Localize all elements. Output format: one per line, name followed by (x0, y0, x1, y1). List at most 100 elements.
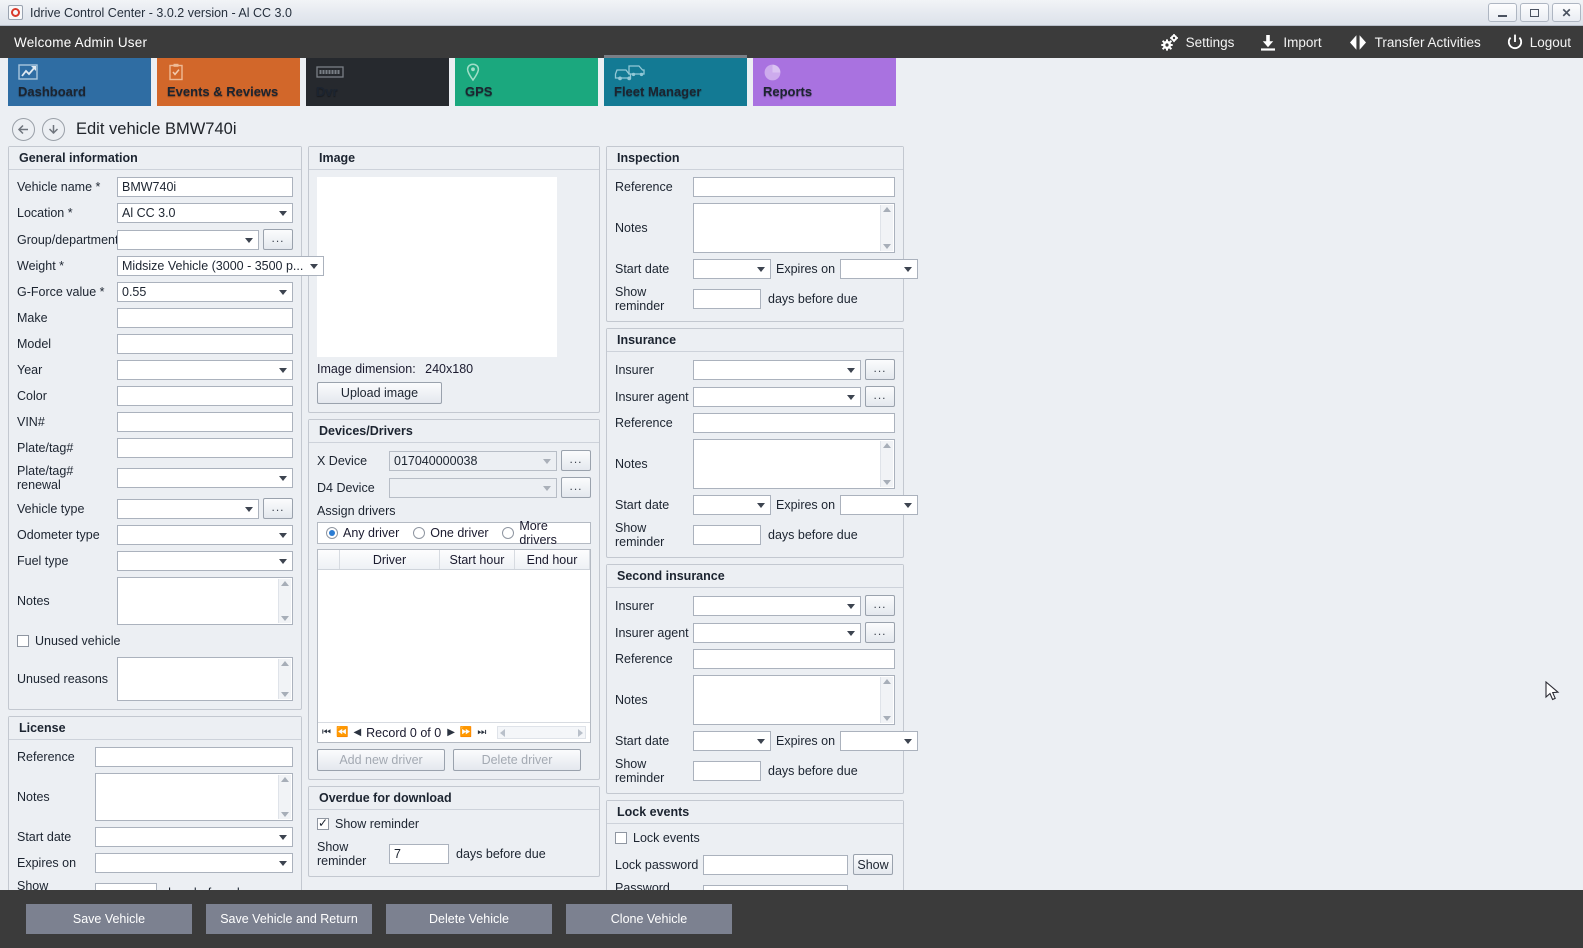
inspection-show-reminder-input[interactable] (693, 289, 761, 309)
lock-events-checkbox[interactable] (615, 832, 627, 844)
radio-more-drivers-control[interactable] (502, 527, 515, 539)
close-button[interactable]: ✕ (1552, 3, 1581, 22)
second-insurance-notes-scrollbar[interactable] (880, 677, 893, 723)
drivers-col-selector[interactable] (318, 550, 340, 569)
nav-first-icon[interactable]: ⏮ (322, 727, 331, 738)
header-settings-button[interactable]: Settings (1160, 33, 1234, 51)
show-password-button[interactable]: Show (853, 854, 893, 875)
nav-tab-fleet-manager[interactable]: Fleet Manager (604, 55, 747, 106)
drivers-col-end-hour[interactable]: End hour (515, 550, 590, 569)
add-new-driver-button[interactable]: Add new driver (317, 749, 445, 771)
d4-device-browse-button[interactable]: ... (561, 477, 591, 498)
inspection-start-date-select[interactable] (693, 259, 771, 279)
x-device-browse-button[interactable]: ... (561, 450, 591, 471)
overdue-show-reminder-input[interactable] (389, 844, 449, 864)
inspection-notes-textarea[interactable] (693, 203, 895, 253)
nav-tab-gps[interactable]: GPS (455, 58, 598, 106)
fuel-type-select[interactable] (117, 551, 293, 571)
arrow-left-circle-icon[interactable] (12, 117, 35, 141)
insurance-show-reminder-input[interactable] (693, 525, 761, 545)
make-input[interactable] (117, 308, 293, 328)
second-insurance-insurer-agent-browse-button[interactable]: ... (865, 622, 895, 643)
second-insurance-start-date-select[interactable] (693, 731, 771, 751)
nav-next-icon[interactable]: ▶ (447, 727, 455, 738)
second-insurance-show-reminder-input[interactable] (693, 761, 761, 781)
header-logout-button[interactable]: Logout (1507, 34, 1571, 51)
radio-one-driver-control[interactable] (413, 527, 426, 539)
radio-any-driver-control[interactable] (326, 527, 338, 539)
location-select[interactable]: Al CC 3.0 (117, 203, 293, 223)
drivers-grid-hscrollbar[interactable] (497, 726, 586, 739)
nav-last-icon[interactable]: ⏭ (477, 727, 486, 738)
upload-image-button[interactable]: Upload image (317, 382, 442, 404)
header-transfer-activities-button[interactable]: Transfer Activities (1348, 34, 1481, 51)
unused-vehicle-checkbox[interactable] (17, 635, 29, 647)
radio-any-driver[interactable]: Any driver (326, 526, 405, 540)
insurance-insurer-browse-button[interactable]: ... (865, 359, 895, 380)
inspection-expires-on-select[interactable] (840, 259, 919, 279)
odometer-type-select[interactable] (117, 525, 293, 545)
color-input[interactable] (117, 386, 293, 406)
notes-scrollbar[interactable] (278, 579, 291, 623)
license-expires-on-select[interactable] (95, 853, 293, 873)
second-insurance-insurer-select[interactable] (693, 595, 861, 616)
vin-input[interactable] (117, 412, 293, 432)
insurance-start-date-select[interactable] (693, 495, 771, 515)
d4-device-select[interactable] (389, 477, 557, 498)
inspection-reference-input[interactable] (693, 177, 895, 197)
model-input[interactable] (117, 334, 293, 354)
unused-reasons-scrollbar[interactable] (278, 659, 291, 699)
insurance-reference-input[interactable] (693, 413, 895, 433)
minimize-button[interactable] (1488, 3, 1517, 22)
nav-prev-icon[interactable]: ◀ (353, 727, 361, 738)
clone-vehicle-button[interactable]: Clone Vehicle (566, 904, 732, 934)
arrow-down-circle-icon[interactable] (42, 117, 65, 141)
insurance-expires-on-select[interactable] (840, 495, 919, 515)
lock-password-input[interactable] (703, 854, 848, 875)
nav-tab-reports[interactable]: Reports (753, 58, 896, 106)
nav-tab-dashboard[interactable]: Dashboard (8, 58, 151, 106)
delete-driver-button[interactable]: Delete driver (453, 749, 581, 771)
drivers-grid-body[interactable] (318, 570, 590, 722)
plate-tag-renewal-select[interactable] (117, 468, 293, 488)
nav-next-page-icon[interactable]: ⏩ (459, 727, 472, 738)
plate-tag-input[interactable] (117, 438, 293, 458)
insurance-notes-scrollbar[interactable] (880, 441, 893, 487)
group-department-select[interactable] (117, 229, 259, 250)
vehicle-type-browse-button[interactable]: ... (263, 498, 293, 519)
insurance-insurer-agent-select[interactable] (693, 386, 861, 407)
second-insurance-notes-textarea[interactable] (693, 675, 895, 725)
second-insurance-reference-input[interactable] (693, 649, 895, 669)
insurance-insurer-select[interactable] (693, 359, 861, 380)
drivers-col-start-hour[interactable]: Start hour (440, 550, 515, 569)
inspection-notes-scrollbar[interactable] (880, 205, 893, 251)
notes-textarea[interactable] (117, 577, 293, 625)
nav-prev-page-icon[interactable]: ⏪ (336, 727, 348, 738)
second-insurance-insurer-browse-button[interactable]: ... (865, 595, 895, 616)
insurance-insurer-agent-browse-button[interactable]: ... (865, 386, 895, 407)
unused-reasons-textarea[interactable] (117, 657, 293, 701)
save-vehicle-and-return-button[interactable]: Save Vehicle and Return (206, 904, 372, 934)
weight-select[interactable]: Midsize Vehicle (3000 - 3500 p... (117, 256, 325, 276)
header-import-button[interactable]: Import (1260, 34, 1322, 51)
license-notes-textarea[interactable] (95, 773, 293, 821)
license-start-date-select[interactable] (95, 827, 293, 847)
radio-one-driver[interactable]: One driver (413, 526, 494, 540)
maximize-button[interactable] (1520, 3, 1549, 22)
vehicle-type-select[interactable] (117, 498, 259, 519)
second-insurance-insurer-agent-select[interactable] (693, 622, 861, 643)
vehicle-name-input[interactable] (117, 177, 293, 197)
drivers-col-driver[interactable]: Driver (340, 550, 440, 569)
gforce-select[interactable]: 0.55 (117, 282, 293, 302)
save-vehicle-button[interactable]: Save Vehicle (26, 904, 192, 934)
nav-tab-dvr[interactable]: Dvr (306, 58, 449, 106)
nav-tab-events-reviews[interactable]: Events & Reviews (157, 58, 300, 106)
insurance-notes-textarea[interactable] (693, 439, 895, 489)
radio-more-drivers[interactable]: More drivers (502, 519, 582, 547)
group-department-browse-button[interactable]: ... (263, 229, 293, 250)
second-insurance-expires-on-select[interactable] (840, 731, 919, 751)
x-device-select[interactable]: 017040000038 (389, 450, 557, 471)
license-notes-scrollbar[interactable] (278, 775, 291, 819)
year-select[interactable] (117, 360, 293, 380)
license-reference-input[interactable] (95, 747, 293, 767)
